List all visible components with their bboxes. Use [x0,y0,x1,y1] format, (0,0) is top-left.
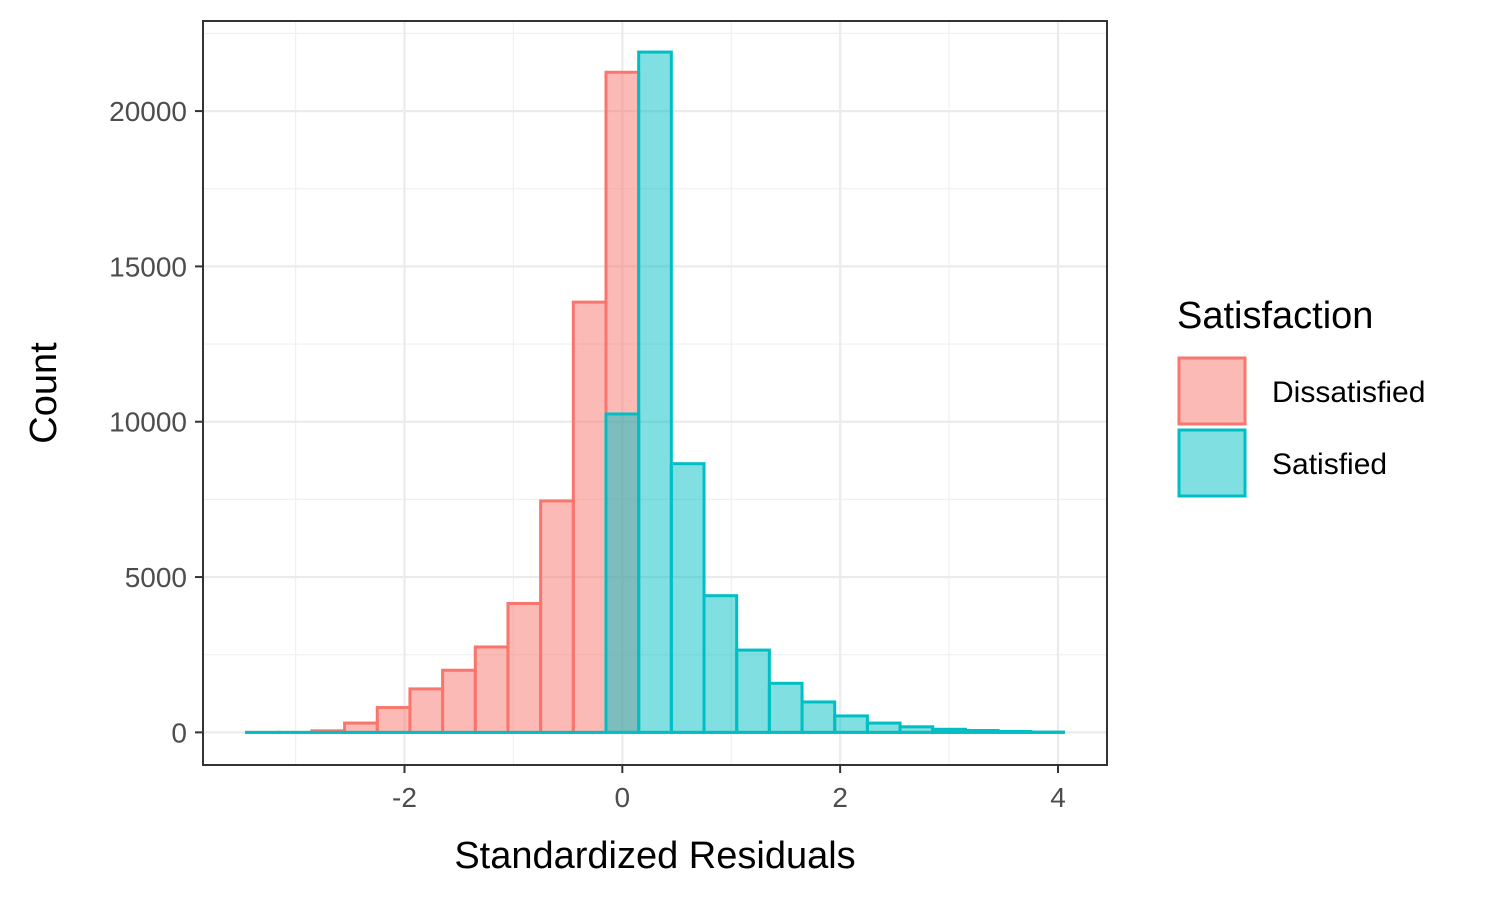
legend-label-dissatisfied: Dissatisfied [1272,376,1425,409]
bar-satisfied [996,729,1033,734]
legend: Satisfaction Dissatisfied Satisfied [1177,295,1425,498]
bar-satisfied [800,700,837,734]
bar-satisfied [898,725,935,734]
x-tick-label: 0 [615,782,631,813]
y-tick-label: 20000 [109,96,187,127]
bar-dissatisfied [473,645,510,734]
legend-title: Satisfaction [1177,295,1373,337]
x-tick-label: 4 [1050,782,1066,813]
bar-dissatisfied [506,601,543,734]
bar-satisfied [604,412,641,734]
legend-key-satisfied [1177,428,1247,498]
bar-satisfied [702,594,739,734]
panel-border [202,20,1108,766]
bar-satisfied [963,729,1000,734]
bar-dissatisfied [539,499,575,734]
y-tick-label: 0 [171,717,187,748]
bar-satisfied [669,462,706,734]
y-tick-label: 5000 [125,562,187,593]
x-axis-title: Standardized Residuals [454,835,855,877]
x-tick-label: 2 [832,782,848,813]
x-axis: -2 0 2 4 [392,765,1066,813]
y-axis: 0 5000 10000 15000 20000 [109,96,203,748]
bar-satisfied [931,727,967,734]
series-satisfied [245,50,1065,734]
bar-dissatisfied [408,687,445,734]
y-tick-label: 10000 [109,407,187,438]
y-tick-label: 15000 [109,251,187,282]
bars-layer [245,50,1065,734]
legend-label-satisfied: Satisfied [1272,448,1387,481]
bar-dissatisfied [571,300,608,734]
bar-satisfied [637,50,673,734]
bar-satisfied [735,648,771,734]
bar-satisfied [767,681,804,734]
bar-satisfied [833,714,869,734]
bar-satisfied [865,721,902,734]
legend-key-dissatisfied [1177,356,1247,426]
bar-dissatisfied [375,706,412,734]
x-tick-label: -2 [392,782,417,813]
bar-dissatisfied [441,668,477,734]
y-axis-title: Count [23,342,65,444]
